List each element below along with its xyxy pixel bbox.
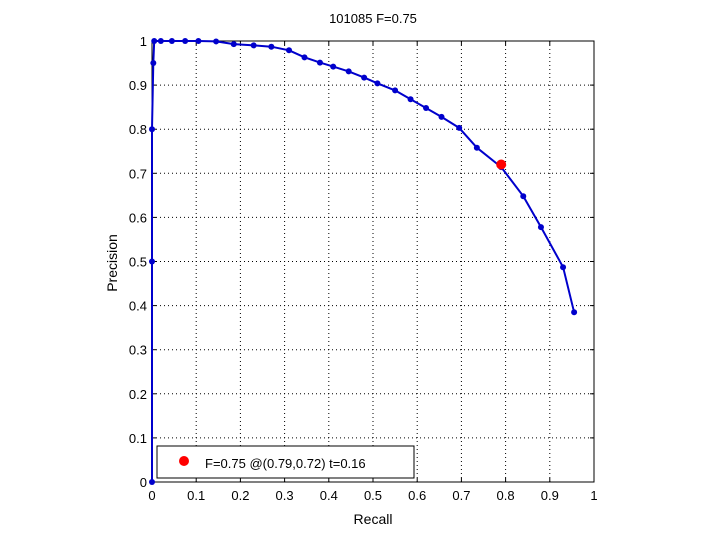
y-tick-label: 0.7	[129, 166, 147, 181]
pr-curve-point	[473, 144, 480, 151]
pr-curve-point	[157, 38, 164, 44]
y-tick-label: 0.1	[129, 431, 147, 446]
y-tick-label: 0.4	[129, 299, 147, 314]
legend: F=0.75 @(0.79,0.72) t=0.16	[156, 445, 415, 479]
x-tick-label: 0.3	[276, 488, 294, 503]
pr-curve-point	[250, 42, 257, 49]
pr-curve-point	[316, 59, 323, 66]
y-tick-label: 0.3	[129, 343, 147, 358]
pr-curve-point	[392, 87, 399, 94]
pr-curve-point	[345, 68, 352, 75]
x-tick-label: 1	[590, 488, 597, 503]
pr-curve-point	[286, 47, 293, 54]
x-tick-label: 0.7	[452, 488, 470, 503]
y-tick-label: 0.9	[129, 78, 147, 93]
pr-curve-point	[195, 38, 202, 44]
y-tick-label: 0.2	[129, 387, 147, 402]
x-tick-label: 0	[148, 488, 155, 503]
pr-curve-point	[268, 43, 275, 50]
pr-curve-point	[149, 479, 155, 485]
x-axis-label: Recall	[354, 511, 393, 527]
x-tick-label: 0.9	[541, 488, 559, 503]
pr-curve-point	[150, 60, 157, 67]
x-tick-label: 0.5	[364, 488, 382, 503]
grid-lines	[152, 41, 594, 482]
y-tick-label: 0	[140, 475, 147, 490]
pr-curve-point	[182, 38, 189, 44]
pr-curve-point	[407, 96, 414, 103]
x-tick-label: 0.8	[497, 488, 515, 503]
y-axis-label: Precision	[104, 234, 120, 292]
x-tick-label: 0.6	[408, 488, 426, 503]
axis-ticks: 0 0.1 0.2 0.3 0.4 0.5 0.6 0.7 0.8 0.9 1 0 0.1 0.2 0.3 0…	[129, 34, 598, 503]
pr-curve-point	[168, 38, 175, 44]
pr-curve-point	[149, 258, 155, 265]
legend-frame	[156, 445, 415, 479]
best-f-point	[496, 159, 507, 170]
x-tick-label: 0.4	[320, 488, 338, 503]
x-tick-label: 0.1	[187, 488, 205, 503]
pr-curve-point	[330, 63, 337, 70]
y-tick-label: 1	[140, 34, 147, 49]
pr-curve-point	[520, 193, 527, 200]
pr-curve-point	[423, 105, 430, 112]
y-tick-label: 0.6	[129, 210, 147, 225]
pr-curve-point	[213, 38, 220, 45]
x-tick-label: 0.2	[231, 488, 249, 503]
y-tick-label: 0.5	[129, 255, 147, 270]
pr-curve-point	[151, 38, 158, 44]
series-group	[149, 38, 578, 485]
pr-curve-point	[149, 126, 155, 133]
legend-text: F=0.75 @(0.79,0.72) t=0.16	[205, 456, 366, 471]
pr-curve-point	[361, 74, 368, 81]
pr-curve-point	[374, 80, 381, 87]
chart-title: 101085 F=0.75	[329, 11, 417, 26]
pr-curve-point	[438, 113, 445, 120]
pr-curve-point	[230, 41, 237, 48]
pr-curve-point	[456, 124, 463, 131]
pr-curve-point	[537, 224, 544, 231]
pr-curve-point	[560, 264, 567, 271]
y-tick-label: 0.8	[129, 122, 147, 137]
pr-curve-point	[301, 54, 308, 61]
legend-marker	[179, 456, 189, 466]
pr-curve-point	[571, 309, 578, 316]
